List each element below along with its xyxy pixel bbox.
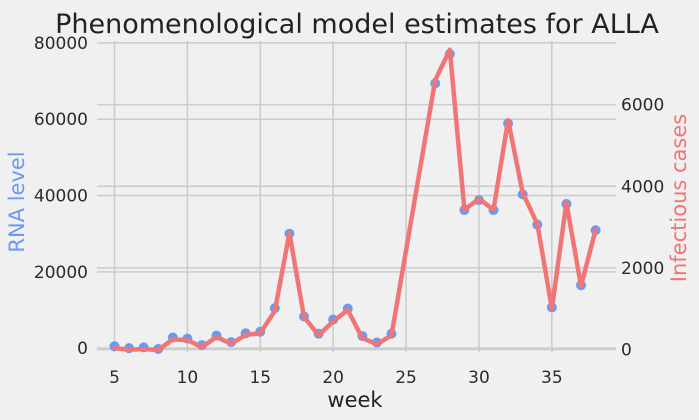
x-axis-label: week — [327, 388, 383, 412]
y-tick-label-right: 2000 — [621, 259, 664, 279]
y-tick-label-right: 0 — [621, 341, 632, 361]
y-tick-label-left: 20000 — [34, 263, 88, 283]
x-tick-label: 5 — [109, 368, 120, 388]
y-tick-label-right: 4000 — [621, 177, 664, 197]
y-tick-label-left: 0 — [77, 339, 88, 359]
tick-labels: 5 10 15 20 25 30 35 0 20000 40000 60000 80000 0 2000 4… — [34, 34, 664, 388]
infectious-cases-line — [112, 47, 598, 353]
y-axis-label-left: RNA level — [5, 151, 29, 252]
x-tick-label: 10 — [177, 368, 199, 388]
grid — [97, 41, 616, 352]
y-axis-label-right: Infectious cases — [667, 114, 691, 282]
chart-title: Phenomenological model estimates for ALL… — [55, 9, 659, 40]
x-tick-label: 30 — [468, 368, 490, 388]
y-tick-label-right: 6000 — [621, 96, 664, 116]
y-tick-label-left: 60000 — [34, 110, 88, 130]
x-tick-label: 15 — [249, 368, 271, 388]
x-tick-label: 35 — [541, 368, 563, 388]
series-layer — [109, 47, 601, 354]
y-tick-label-left: 80000 — [34, 34, 88, 54]
x-tick-label: 25 — [395, 368, 417, 388]
x-tick-label: 20 — [322, 368, 344, 388]
y-tick-label-left: 40000 — [34, 187, 88, 207]
